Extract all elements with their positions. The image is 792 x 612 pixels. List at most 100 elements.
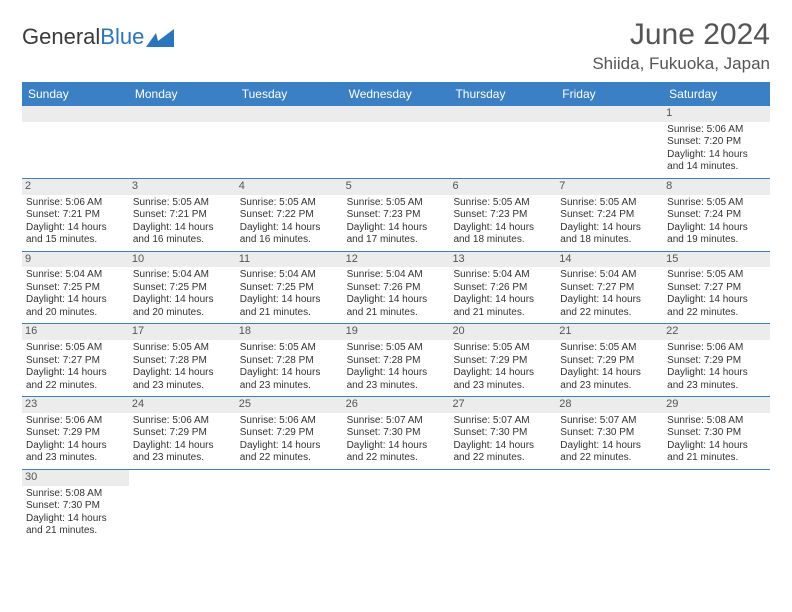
daylight-text: Daylight: 14 hours — [26, 367, 125, 380]
sunrise-text: Sunrise: 5:05 AM — [240, 342, 339, 355]
sunset-text: Sunset: 7:29 PM — [133, 427, 232, 440]
sunrise-text: Sunrise: 5:06 AM — [240, 415, 339, 428]
daylight-text: and 21 minutes. — [240, 307, 339, 320]
sunrise-text: Sunrise: 5:07 AM — [560, 415, 659, 428]
day-number: 28 — [556, 397, 663, 413]
calendar-week: 23Sunrise: 5:06 AMSunset: 7:29 PMDayligh… — [22, 397, 770, 470]
sunset-text: Sunset: 7:23 PM — [347, 209, 446, 222]
daylight-text: Daylight: 14 hours — [667, 367, 766, 380]
sunrise-text: Sunrise: 5:07 AM — [347, 415, 446, 428]
daylight-text: Daylight: 14 hours — [240, 440, 339, 453]
sunset-text: Sunset: 7:21 PM — [133, 209, 232, 222]
calendar-cell: 13Sunrise: 5:04 AMSunset: 7:26 PMDayligh… — [449, 252, 556, 324]
daylight-text: and 22 minutes. — [453, 452, 552, 465]
day-header: Saturday — [663, 82, 770, 106]
day-number: 20 — [449, 324, 556, 340]
day-number: 10 — [129, 252, 236, 268]
sunset-text: Sunset: 7:29 PM — [667, 355, 766, 368]
daylight-text: Daylight: 14 hours — [560, 367, 659, 380]
sunset-text: Sunset: 7:27 PM — [667, 282, 766, 295]
daylight-text: and 14 minutes. — [667, 161, 766, 174]
calendar-cell — [449, 470, 556, 542]
calendar-cell: 30Sunrise: 5:08 AMSunset: 7:30 PMDayligh… — [22, 470, 129, 542]
day-number: 25 — [236, 397, 343, 413]
day-number: 22 — [663, 324, 770, 340]
daylight-text: Daylight: 14 hours — [560, 440, 659, 453]
calendar-cell: 24 Sunrise: 5:06 AMSunset: 7:29 PMDayligh… — [129, 397, 236, 469]
day-number: 5 — [343, 179, 450, 195]
daylight-text: and 23 minutes. — [133, 452, 232, 465]
day-header-row: Sunday Monday Tuesday Wednesday Thursday… — [22, 82, 770, 106]
sunrise-text: Sunrise: 5:05 AM — [240, 197, 339, 210]
calendar-cell: 21Sunrise: 5:05 AMSunset: 7:29 PMDayligh… — [556, 324, 663, 396]
daylight-text: and 18 minutes. — [560, 234, 659, 247]
calendar-cell: 20Sunrise: 5:05 AMSunset: 7:29 PMDayligh… — [449, 324, 556, 396]
empty-day-bar — [22, 106, 129, 122]
calendar-cell: 2Sunrise: 5:06 AMSunset: 7:21 PMDaylight… — [22, 179, 129, 251]
daylight-text: Daylight: 14 hours — [347, 367, 446, 380]
sunrise-text: Sunrise: 5:05 AM — [26, 342, 125, 355]
calendar-cell: 22Sunrise: 5:06 AMSunset: 7:29 PMDayligh… — [663, 324, 770, 396]
sunrise-text: Sunrise: 5:05 AM — [453, 342, 552, 355]
daylight-text: and 22 minutes. — [240, 452, 339, 465]
daylight-text: Daylight: 14 hours — [453, 294, 552, 307]
day-header: Wednesday — [343, 82, 450, 106]
daylight-text: Daylight: 14 hours — [667, 149, 766, 162]
calendar-cell: 29Sunrise: 5:08 AMSunset: 7:30 PMDayligh… — [663, 397, 770, 469]
daylight-text: and 23 minutes. — [453, 380, 552, 393]
sunset-text: Sunset: 7:29 PM — [560, 355, 659, 368]
daylight-text: Daylight: 14 hours — [133, 440, 232, 453]
sunset-text: Sunset: 7:30 PM — [560, 427, 659, 440]
daylight-text: Daylight: 14 hours — [133, 222, 232, 235]
sunset-text: Sunset: 7:27 PM — [26, 355, 125, 368]
calendar-cell: 5Sunrise: 5:05 AMSunset: 7:23 PMDaylight… — [343, 179, 450, 251]
daylight-text: and 18 minutes. — [453, 234, 552, 247]
daylight-text: Daylight: 14 hours — [453, 367, 552, 380]
logo-text-blue: Blue — [100, 24, 144, 50]
header-row: GeneralBlue June 2024 Shiida, Fukuoka, J… — [22, 18, 770, 74]
sunrise-text: Sunrise: 5:04 AM — [26, 269, 125, 282]
day-header: Thursday — [449, 82, 556, 106]
calendar-cell: 7Sunrise: 5:05 AMSunset: 7:24 PMDaylight… — [556, 179, 663, 251]
sunrise-text: Sunrise: 5:06 AM — [667, 124, 766, 137]
calendar-cell: 14Sunrise: 5:04 AMSunset: 7:27 PMDayligh… — [556, 252, 663, 324]
location: Shiida, Fukuoka, Japan — [592, 54, 770, 74]
daylight-text: Daylight: 14 hours — [453, 440, 552, 453]
daylight-text: and 20 minutes. — [133, 307, 232, 320]
empty-day-bar — [556, 106, 663, 122]
logo-text-general: General — [22, 24, 100, 50]
day-number: 21 — [556, 324, 663, 340]
day-number: 7 — [556, 179, 663, 195]
calendar-cell: 3Sunrise: 5:05 AMSunset: 7:21 PMDaylight… — [129, 179, 236, 251]
day-number: 30 — [22, 470, 129, 486]
day-number: 4 — [236, 179, 343, 195]
daylight-text: and 21 minutes. — [667, 452, 766, 465]
sunset-text: Sunset: 7:30 PM — [26, 500, 125, 513]
day-number: 6 — [449, 179, 556, 195]
daylight-text: Daylight: 14 hours — [240, 367, 339, 380]
daylight-text: and 23 minutes. — [240, 380, 339, 393]
sunrise-text: Sunrise: 5:06 AM — [133, 415, 232, 428]
day-number: 1 — [663, 106, 770, 122]
sunrise-text: Sunrise: 5:04 AM — [240, 269, 339, 282]
day-number: 24 — [129, 397, 236, 413]
sunset-text: Sunset: 7:30 PM — [347, 427, 446, 440]
calendar-cell — [343, 106, 450, 178]
calendar-cell: 15Sunrise: 5:05 AMSunset: 7:27 PMDayligh… — [663, 252, 770, 324]
calendar-cell — [556, 470, 663, 542]
daylight-text: Daylight: 14 hours — [453, 222, 552, 235]
sunset-text: Sunset: 7:29 PM — [240, 427, 339, 440]
sunrise-text: Sunrise: 5:06 AM — [26, 415, 125, 428]
empty-day-bar — [236, 106, 343, 122]
daylight-text: and 17 minutes. — [347, 234, 446, 247]
day-number: 17 — [129, 324, 236, 340]
sunrise-text: Sunrise: 5:08 AM — [667, 415, 766, 428]
day-number: 9 — [22, 252, 129, 268]
calendar-cell: 25 Sunrise: 5:06 AMSunset: 7:29 PMDayligh… — [236, 397, 343, 469]
daylight-text: and 15 minutes. — [26, 234, 125, 247]
day-header: Sunday — [22, 82, 129, 106]
sunrise-text: Sunrise: 5:04 AM — [133, 269, 232, 282]
daylight-text: Daylight: 14 hours — [26, 440, 125, 453]
calendar-week: 2Sunrise: 5:06 AMSunset: 7:21 PMDaylight… — [22, 179, 770, 252]
daylight-text: Daylight: 14 hours — [133, 294, 232, 307]
